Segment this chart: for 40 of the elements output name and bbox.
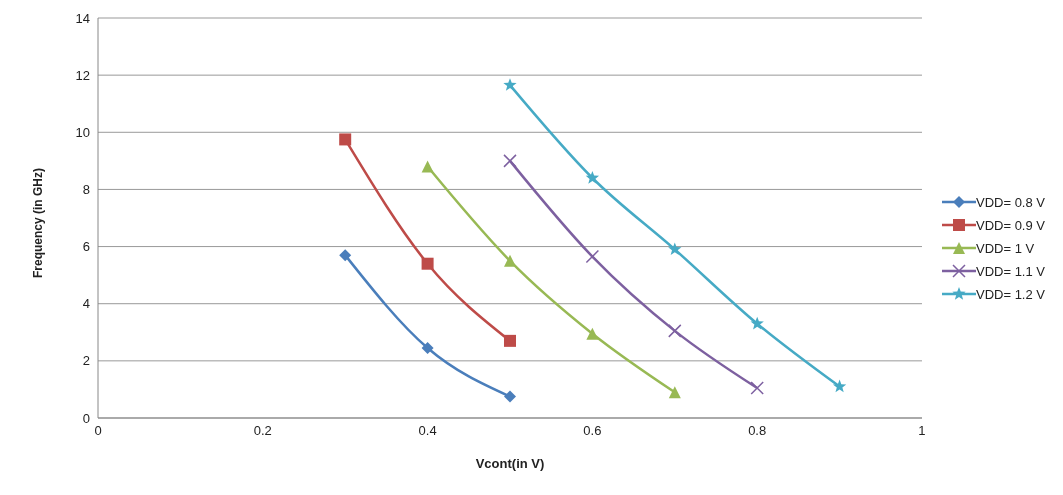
- point: [421, 160, 434, 173]
- point: [503, 334, 516, 347]
- legend-label: VDD= 0.8 V: [975, 194, 1045, 210]
- y-tick-label: 12: [75, 67, 90, 83]
- y-axis-title: Frequency (in GHz): [31, 167, 46, 278]
- legend-label: VDD= 1.2 V: [975, 286, 1045, 302]
- point: [832, 379, 847, 393]
- y-tick-label: 6: [82, 239, 90, 255]
- x-tick-label: 0: [94, 423, 102, 439]
- y-tick-label: 0: [82, 410, 90, 426]
- x-tick-label: 0.4: [418, 423, 437, 439]
- point: [421, 257, 434, 270]
- x-tick-label: 0.6: [583, 423, 602, 439]
- y-tick-label: 4: [82, 296, 90, 312]
- point: [503, 390, 516, 403]
- point: [503, 78, 517, 91]
- legend-label: VDD= 1 V: [975, 240, 1035, 256]
- point: [421, 342, 434, 354]
- legend-label: VDD= 0.9 V: [975, 217, 1045, 233]
- x-tick-label: 1: [918, 423, 926, 439]
- y-tick-label: 2: [82, 353, 90, 369]
- point: [503, 254, 516, 267]
- y-tick-label: 10: [75, 124, 90, 140]
- point: [586, 327, 599, 340]
- point: [339, 249, 352, 262]
- x-axis-title: Vcont(in V): [475, 456, 545, 471]
- point: [503, 154, 517, 168]
- y-tick-label: 8: [82, 182, 90, 198]
- point: [585, 171, 600, 184]
- x-tick-label: 0.2: [253, 423, 272, 439]
- legend-label: VDD= 1.1 V: [975, 263, 1045, 279]
- y-tick-label: 14: [75, 10, 90, 26]
- point: [750, 316, 764, 330]
- x-tick-label: 0.8: [748, 423, 767, 439]
- point: [750, 381, 764, 395]
- point: [668, 386, 681, 399]
- point: [585, 249, 600, 264]
- point: [668, 324, 682, 338]
- point: [339, 133, 352, 146]
- point: [668, 242, 682, 256]
